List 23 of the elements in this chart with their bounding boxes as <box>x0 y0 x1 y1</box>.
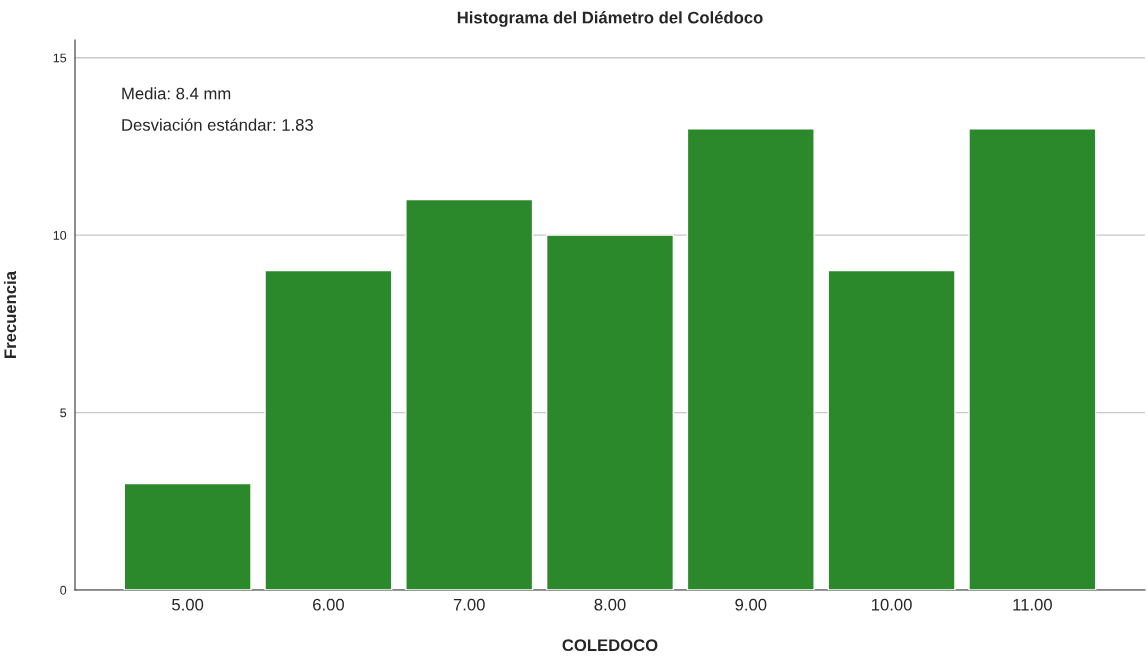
y-tick-label: 10 <box>53 230 67 240</box>
x-tick-label: 5.00 <box>172 598 204 611</box>
annotation: Desviación estándar: 1.83 <box>122 118 313 131</box>
y-axis-title: Frecuencia <box>3 270 17 358</box>
bar <box>686 128 815 590</box>
x-tick-label: 11.00 <box>1013 598 1052 611</box>
y-tick-label: 15 <box>53 53 67 63</box>
y-tick-label: 5 <box>60 408 67 418</box>
y-tick-label: 0 <box>60 585 67 595</box>
bar <box>123 482 252 590</box>
x-tick-label: 8.00 <box>594 598 626 611</box>
bar <box>968 128 1097 590</box>
x-axis-title: COLEDOCO <box>562 639 658 652</box>
bar <box>264 269 393 590</box>
bar <box>827 269 956 590</box>
x-tick-label: 10.00 <box>872 598 912 611</box>
bar <box>405 198 534 590</box>
annotation: Media: 8.4 mm <box>122 87 231 100</box>
x-tick-label: 6.00 <box>313 598 344 611</box>
bar <box>545 234 675 590</box>
x-tick-label: 7.00 <box>453 598 485 611</box>
chart-title: Histograma del Diámetro del Colédoco <box>457 11 763 27</box>
x-tick-label: 9.00 <box>735 598 767 611</box>
